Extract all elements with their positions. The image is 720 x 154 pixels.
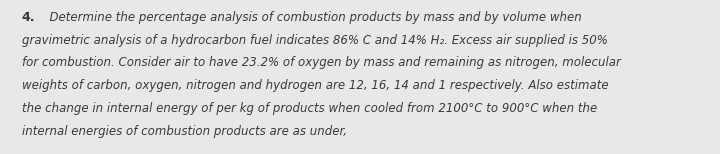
Text: gravimetric analysis of a hydrocarbon fuel indicates 86% C and 14% H₂. Excess ai: gravimetric analysis of a hydrocarbon fu… xyxy=(22,34,608,47)
Text: for combustion. Consider air to have 23.2% of oxygen by mass and remaining as ni: for combustion. Consider air to have 23.… xyxy=(22,56,621,69)
Text: Determine the percentage analysis of combustion products by mass and by volume w: Determine the percentage analysis of com… xyxy=(42,11,582,24)
Text: the change in internal energy of per kg of products when cooled from 2100°C to 9: the change in internal energy of per kg … xyxy=(22,102,597,115)
Text: weights of carbon, oxygen, nitrogen and hydrogen are 12, 16, 14 and 1 respective: weights of carbon, oxygen, nitrogen and … xyxy=(22,79,608,92)
Text: internal energies of combustion products are as under,: internal energies of combustion products… xyxy=(22,125,346,138)
Text: 4.: 4. xyxy=(22,11,35,24)
